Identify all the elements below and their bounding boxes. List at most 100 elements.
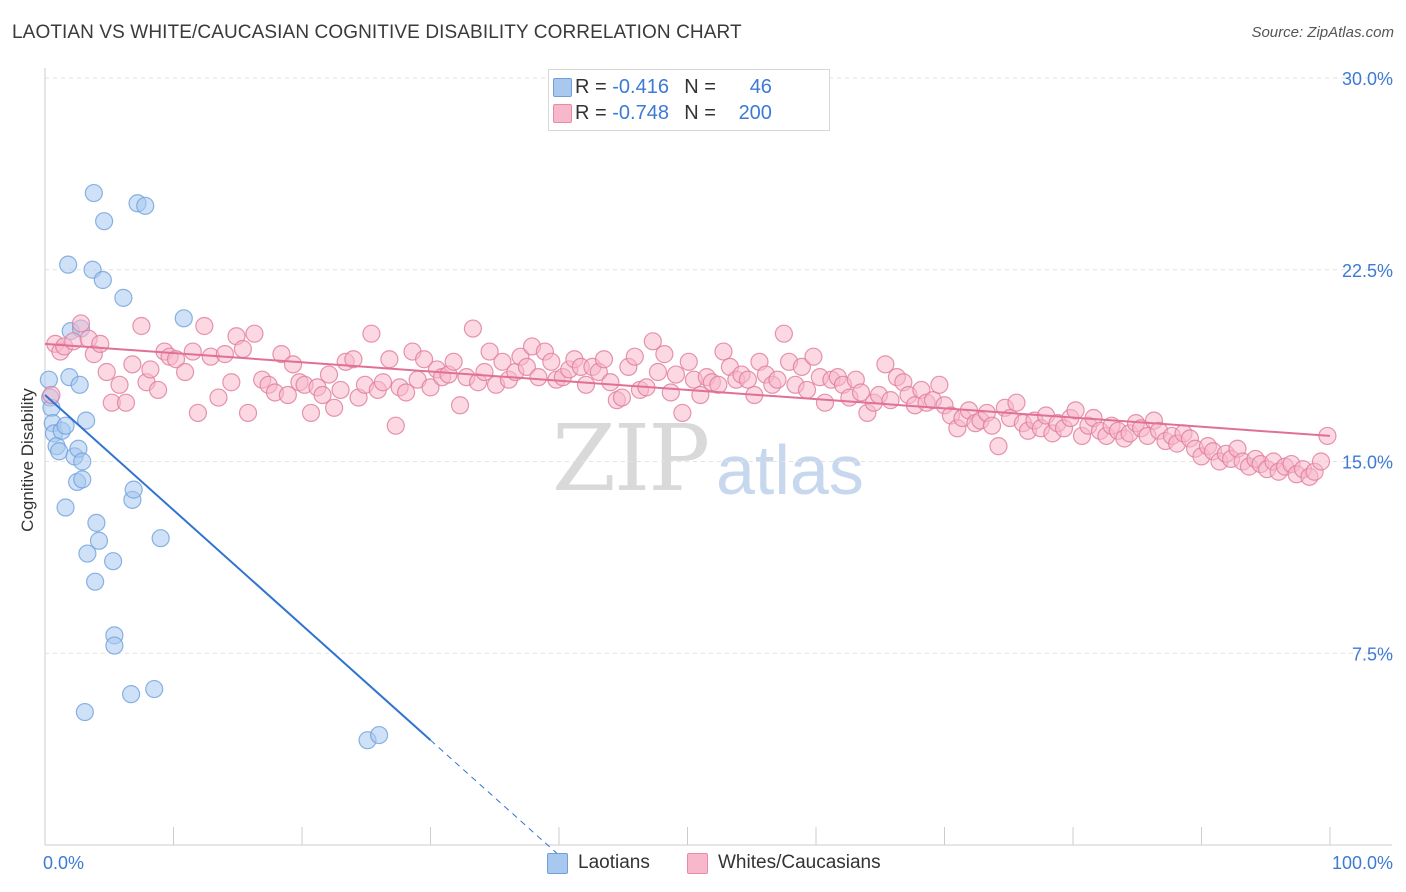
chart-title: LAOTIAN VS WHITE/CAUCASIAN COGNITIVE DIS… [12, 22, 742, 43]
white-point [529, 368, 548, 387]
legend-row-laotians: R = -0.416 N = 46 [553, 75, 772, 99]
white-point [594, 350, 614, 369]
trend-line-laotians [44, 394, 432, 741]
white-point [278, 385, 297, 405]
white-point [648, 362, 668, 382]
correlation-legend: R = -0.416 N = 46 R = -0.748 N = 200 [548, 69, 830, 131]
white-point [661, 383, 680, 402]
white-point [625, 347, 644, 366]
white-point [166, 350, 186, 369]
white-point [141, 360, 160, 379]
laotian-point [59, 255, 78, 274]
white-point [673, 403, 692, 423]
legend-item-whites[interactable]: Whites/Caucasians [687, 852, 881, 874]
legend-r-value: -0.416 [612, 75, 669, 98]
white-point [463, 319, 483, 338]
white-point [325, 398, 344, 417]
laotian-point [151, 529, 170, 548]
white-point [195, 316, 214, 336]
white-point [1066, 401, 1085, 420]
white-point [989, 437, 1008, 456]
laotian-point [87, 513, 106, 532]
white-point [331, 380, 350, 400]
white-point [97, 362, 116, 382]
laotian-point [56, 416, 75, 435]
white-point [576, 375, 596, 394]
white-point [792, 357, 811, 377]
white-point [815, 393, 835, 412]
white-point [714, 342, 733, 361]
white-point [768, 370, 787, 389]
white-point [709, 375, 728, 394]
white-point [386, 416, 405, 435]
laotian-point [114, 288, 133, 307]
white-point [414, 350, 434, 369]
white-point [148, 380, 168, 400]
white-point [738, 370, 757, 389]
white-point [666, 365, 686, 384]
laotian-point [86, 572, 105, 591]
y-tick-label: 15.0% [1342, 453, 1393, 473]
legend-n-value: 200 [738, 101, 772, 124]
y-tick-label: 7.5% [1352, 644, 1393, 664]
legend-item-laotians[interactable]: Laotians [547, 852, 650, 874]
white-point [238, 403, 258, 423]
white-point [396, 383, 416, 402]
white-point [601, 373, 620, 392]
legend-r-value: -0.748 [612, 101, 669, 124]
legend-label-whites: Whites/Caucasians [718, 852, 881, 873]
laotian-point [174, 309, 193, 328]
legend-row-whites: R = -0.748 N = 200 [553, 101, 772, 125]
grid-lines [45, 77, 1392, 654]
laotian-point [95, 212, 114, 231]
laotian-point [105, 636, 124, 655]
white-point [283, 355, 303, 374]
axes [44, 68, 1392, 846]
white-point [373, 373, 393, 392]
legend-r-label: R = [575, 101, 607, 124]
laotian-point [84, 183, 103, 203]
white-point [319, 365, 339, 384]
laotian-point [136, 196, 155, 215]
white-point [542, 352, 561, 371]
legend-label-laotians: Laotians [578, 852, 650, 873]
x-tick-label: 0.0% [43, 853, 84, 873]
tick-labels: 7.5% 15.0% 22.5% 30.0% 0.0% 100.0% Cognitive D… [18, 69, 1393, 873]
white-point [245, 324, 264, 343]
white-point [313, 385, 332, 405]
legend-r-label: R = [575, 75, 607, 98]
white-point [774, 324, 793, 343]
white-point [851, 383, 871, 402]
white-point [42, 385, 61, 405]
white-point [132, 316, 151, 336]
series-whites-points [42, 314, 1337, 486]
white-point [362, 324, 381, 343]
white-point [612, 388, 632, 407]
y-tick-label: 22.5% [1342, 261, 1393, 281]
laotian-point [75, 702, 94, 722]
watermark-zip: ZIP [552, 405, 710, 512]
white-point [1311, 452, 1331, 471]
white-point [804, 347, 823, 366]
laotian-point [104, 552, 123, 571]
white-point [215, 345, 234, 364]
series-legend: Laotians Whites/Caucasians [0, 852, 1406, 876]
white-point [71, 314, 91, 333]
laotian-point [39, 370, 58, 389]
white-point [110, 375, 129, 394]
legend-n-value: 46 [749, 75, 772, 98]
laotian-point [78, 544, 97, 563]
legend-swatch-whites [687, 852, 708, 874]
laotian-point [73, 452, 92, 471]
white-point [233, 339, 252, 359]
white-point [517, 357, 536, 377]
white-point [380, 350, 399, 369]
white-point [344, 350, 363, 369]
x-tick-label: 100.0% [1332, 853, 1393, 873]
white-point [116, 393, 136, 412]
white-point [450, 396, 470, 415]
laotian-point [77, 411, 96, 430]
white-point [1007, 393, 1026, 412]
white-point [655, 345, 674, 364]
